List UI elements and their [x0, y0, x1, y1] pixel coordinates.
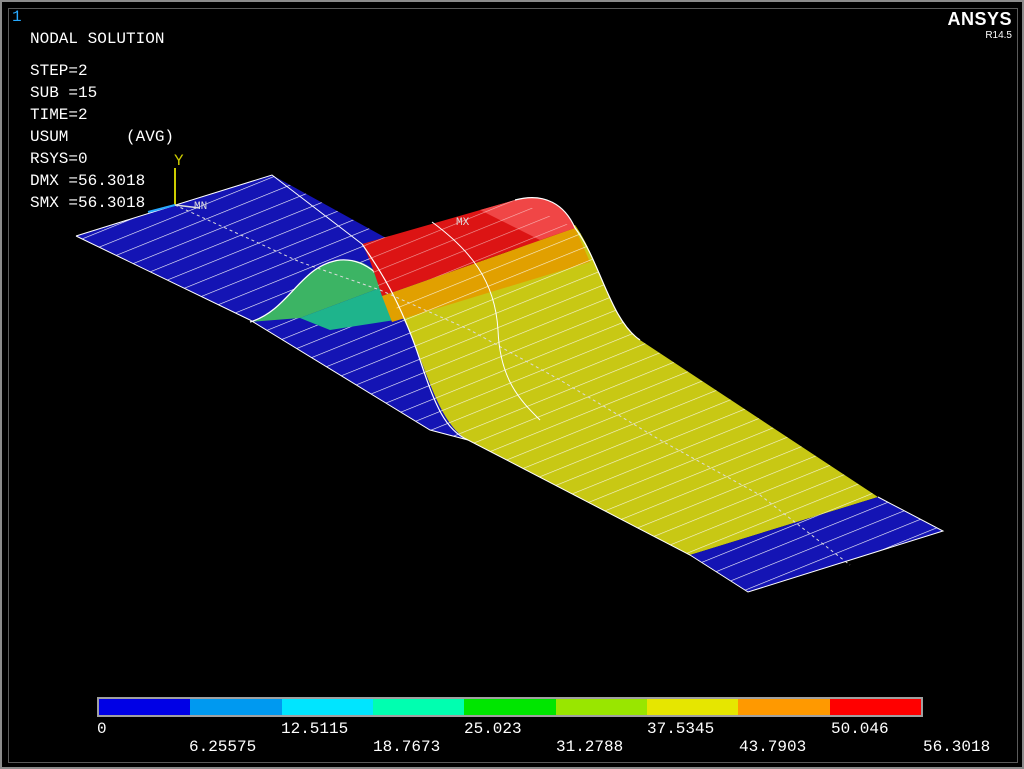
coordinate-triad	[147, 168, 201, 213]
legend-label-9: 56.3018	[923, 738, 991, 756]
result-item-label: USUM (AVG)	[30, 128, 175, 146]
small-bump-teal	[300, 285, 408, 330]
legend-label-5: 31.2788	[556, 738, 624, 756]
dmx-label: DMX =56.3018	[30, 172, 146, 190]
legend-color-segment	[464, 699, 556, 715]
legend-color-segment	[99, 699, 191, 715]
rsys-label: RSYS=0	[30, 150, 88, 168]
large-bump-outline-top	[514, 197, 641, 341]
legend-color-segment	[372, 699, 465, 715]
legend-label-6: 37.5345	[647, 720, 715, 738]
strip-edge-back	[75, 174, 363, 245]
legend-label-1: 6.25575	[189, 738, 257, 756]
triad-y-label: Y	[174, 152, 184, 170]
contour-legend-bar	[97, 697, 923, 717]
window-number: 1	[12, 8, 22, 26]
smx-label: SMX =56.3018	[30, 194, 146, 212]
legend-label-0: 0	[97, 720, 107, 738]
legend-color-segment	[646, 699, 739, 715]
mesh-red	[362, 200, 575, 296]
legend-color-segment	[738, 699, 830, 715]
mesh-strip-right	[690, 497, 943, 592]
ansys-logo: ANSYS	[947, 9, 1012, 29]
plot-title: NODAL SOLUTION	[30, 30, 165, 48]
time-label: TIME=2	[30, 106, 88, 124]
legend-label-7: 43.7903	[739, 738, 807, 756]
centerline	[174, 204, 851, 566]
strip-edge-front	[75, 235, 945, 593]
legend-color-segment	[190, 699, 282, 715]
min-marker: MN	[194, 201, 207, 213]
legend-label-2: 12.5115	[281, 720, 349, 738]
mesh-bump	[390, 225, 878, 555]
legend-color-segment	[829, 699, 921, 715]
max-marker: MX	[456, 217, 470, 229]
substep-label: SUB =15	[30, 84, 98, 102]
legend-label-4: 25.023	[464, 720, 522, 738]
version-label: R14.5	[985, 30, 1012, 41]
step-label: STEP=2	[30, 62, 88, 80]
legend-label-3: 18.7673	[373, 738, 441, 756]
large-bump-outline	[361, 243, 469, 441]
graphics-viewport[interactable]	[8, 8, 1018, 763]
bump-arc	[431, 221, 541, 421]
small-bump-green	[250, 259, 388, 322]
legend-color-segment	[555, 699, 647, 715]
legend-label-8: 50.046	[831, 720, 889, 738]
legend-color-segment	[281, 699, 373, 715]
